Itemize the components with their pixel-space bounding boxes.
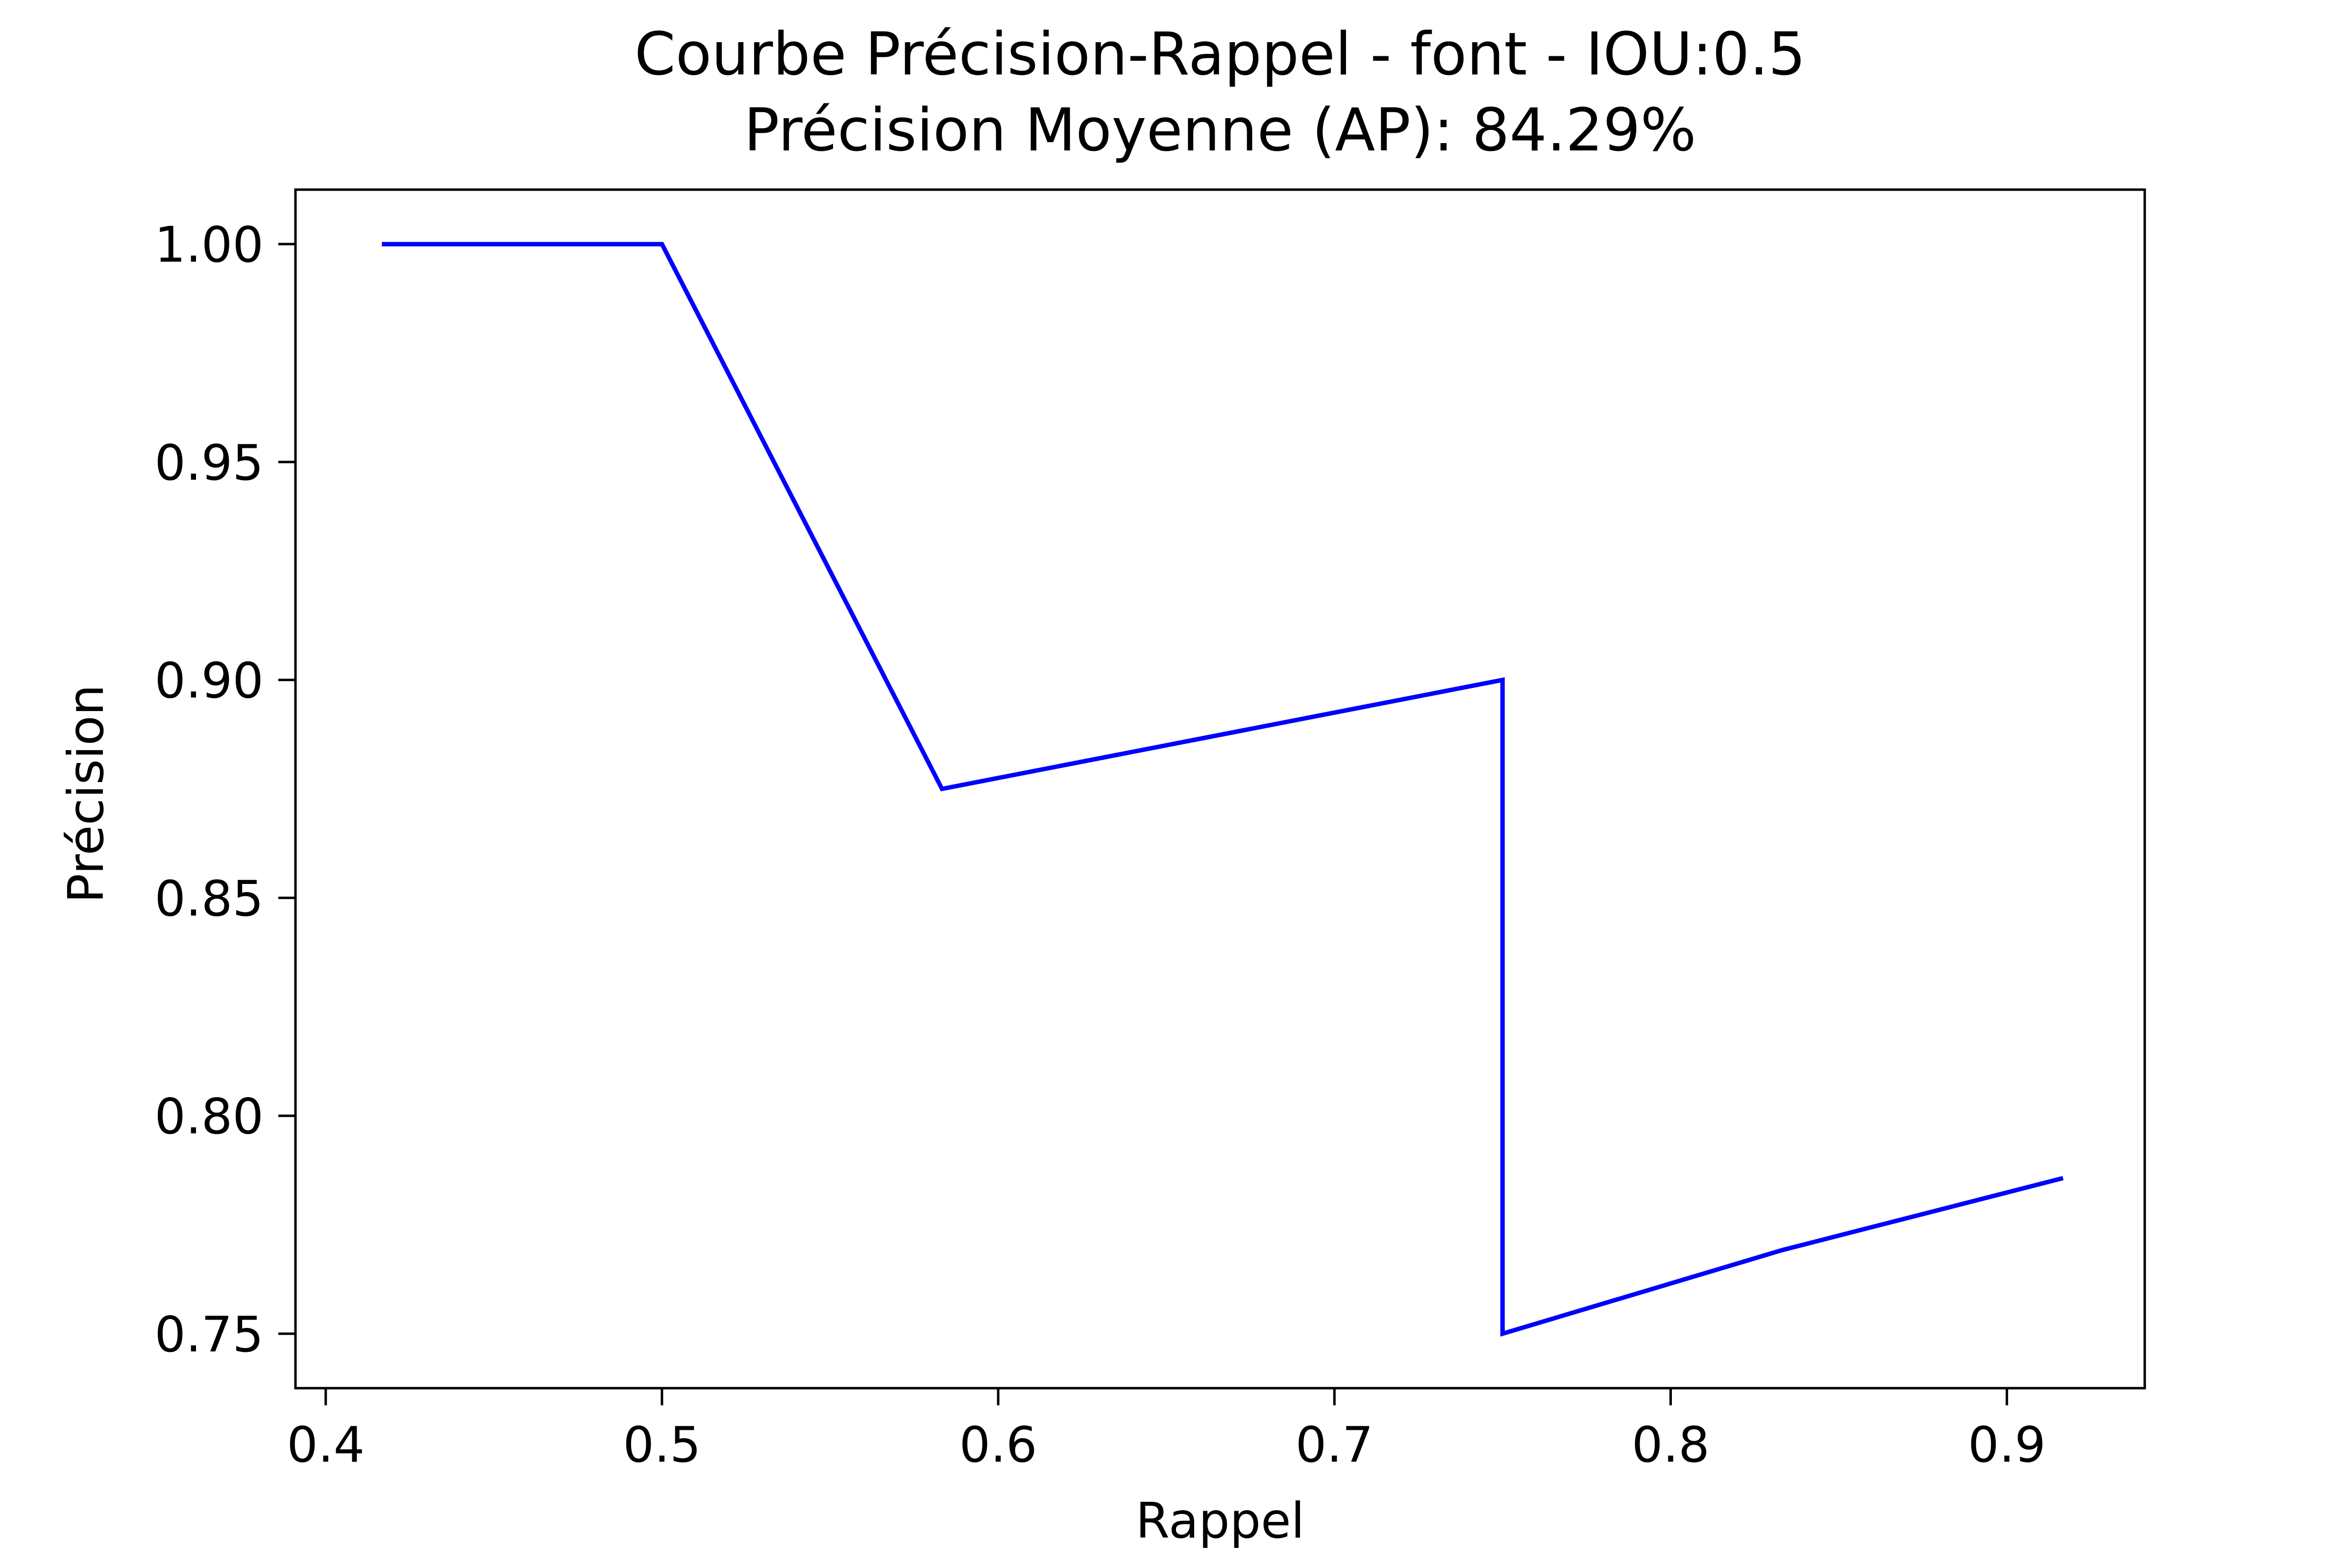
x-tick-label: 0.6	[959, 1416, 1037, 1473]
x-tick-label: 0.5	[623, 1416, 701, 1473]
x-tick-label: 0.9	[1968, 1416, 2046, 1473]
y-tick-label: 0.90	[154, 652, 264, 710]
x-axis-label: Rappel	[1136, 1492, 1305, 1549]
y-tick-label: 0.95	[154, 434, 264, 491]
precision-recall-line	[382, 242, 2064, 1337]
y-axis-label: Précision	[57, 685, 115, 903]
y-tick-label: 0.75	[154, 1306, 264, 1363]
y-axis-ticks: 0.75 0.80 0.85 0.90 0.95 1.00	[154, 216, 295, 1363]
chart-subtitle: Précision Moyenne (AP): 84.29%	[744, 97, 1696, 165]
plot-frame	[294, 188, 2146, 1390]
y-tick-label: 0.80	[154, 1088, 264, 1145]
x-tick-label: 0.4	[287, 1416, 365, 1473]
y-tick-label: 1.00	[154, 216, 264, 273]
chart-title: Courbe Précision-Rappel - font - IOU:0.5	[635, 21, 1806, 89]
x-tick-label: 0.8	[1632, 1416, 1710, 1473]
y-tick-label: 0.85	[154, 870, 264, 927]
plot-area	[382, 242, 2064, 1337]
x-axis-ticks: 0.4 0.5 0.6 0.7 0.8 0.9	[287, 1388, 2046, 1473]
x-tick-label: 0.7	[1296, 1416, 1373, 1473]
